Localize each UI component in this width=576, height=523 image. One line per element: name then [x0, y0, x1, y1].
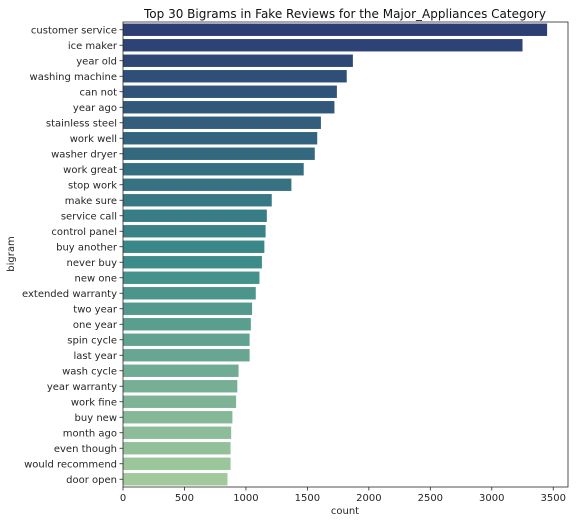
y-tick-label: stainless steel: [46, 118, 117, 129]
bar-month-ago: [123, 426, 232, 439]
y-tick-label: buy another: [56, 242, 118, 253]
y-tick-label: can not: [79, 87, 117, 98]
y-tick-label: spin cycle: [67, 335, 117, 346]
y-tick-label: month ago: [63, 428, 117, 439]
bar-new-one: [123, 271, 260, 284]
y-tick-label: year warranty: [47, 382, 117, 393]
y-tick-label: make sure: [65, 196, 117, 207]
bars: [123, 23, 548, 486]
bar-can-not: [123, 85, 337, 98]
y-tick-label: ice maker: [68, 41, 118, 52]
bar-two-year: [123, 302, 253, 315]
x-axis-ticks: 0 500 1000 1500 2000 2500 3000 3500: [120, 487, 566, 504]
bar-year-ago: [123, 101, 335, 114]
y-tick-label: new one: [75, 273, 117, 284]
y-tick-label: stop work: [68, 180, 117, 191]
bar-never-buy: [123, 256, 262, 269]
y-tick-label: two year: [73, 304, 118, 315]
bar-door-open: [123, 473, 228, 486]
bar-buy-another: [123, 240, 265, 253]
bar-ice-maker: [123, 39, 523, 52]
bar-washer-dryer: [123, 147, 315, 160]
bar-even-though: [123, 442, 231, 455]
y-tick-label: even though: [54, 444, 117, 455]
bar-stop-work: [123, 178, 292, 191]
y-tick-label: washer dryer: [51, 149, 118, 160]
bar-last-year: [123, 349, 250, 362]
y-tick-label: never buy: [67, 258, 118, 269]
bar-customer-service: [123, 23, 548, 36]
bar-one-year: [123, 318, 251, 331]
y-tick-label: control panel: [51, 227, 117, 238]
y-tick-label: washing machine: [30, 72, 117, 83]
bar-work-well: [123, 132, 318, 145]
bar-service-call: [123, 209, 267, 222]
x-tick-label: 0: [120, 493, 126, 504]
bar-washing-machine: [123, 70, 347, 83]
y-axis-ticks: customer service ice maker year old washing…: [22, 25, 123, 486]
y-tick-label: last year: [73, 351, 117, 362]
bar-year-warranty: [123, 380, 238, 393]
x-tick-label: 1000: [233, 493, 258, 504]
bar-work-great: [123, 163, 304, 176]
y-tick-label: service call: [61, 211, 117, 222]
y-tick-label: work fine: [71, 397, 117, 408]
y-tick-label: work well: [70, 134, 117, 145]
y-tick-label: work great: [63, 165, 117, 176]
y-tick-label: extended warranty: [22, 289, 117, 300]
y-tick-label: one year: [73, 320, 118, 331]
x-tick-label: 2000: [356, 493, 381, 504]
y-axis-label: bigram: [6, 236, 17, 271]
bar-extended-warranty: [123, 287, 256, 300]
bar-work-fine: [123, 395, 237, 408]
bar-stainless-steel: [123, 116, 321, 129]
x-tick-label: 2500: [418, 493, 443, 504]
bar-year-old: [123, 54, 353, 67]
plot-frame: [122, 21, 569, 488]
y-tick-label: wash cycle: [62, 366, 117, 377]
y-tick-label: year ago: [73, 103, 117, 114]
x-tick-label: 3500: [541, 493, 566, 504]
bar-spin-cycle: [123, 333, 250, 346]
chart-title: Top 30 Bigrams in Fake Reviews for the M…: [143, 7, 546, 21]
x-tick-label: 3000: [479, 493, 504, 504]
y-tick-label: would recommend: [24, 459, 117, 470]
bar-control-panel: [123, 225, 266, 238]
x-tick-label: 500: [175, 493, 194, 504]
bar-make-sure: [123, 194, 272, 207]
y-tick-label: year old: [76, 56, 117, 67]
y-tick-label: door open: [66, 475, 117, 486]
y-tick-label: customer service: [31, 25, 117, 36]
bar-would-recommend: [123, 457, 231, 470]
x-tick-label: 1500: [295, 493, 320, 504]
y-tick-label: buy new: [75, 413, 117, 424]
x-axis-label: count: [331, 506, 359, 517]
bar-wash-cycle: [123, 364, 239, 377]
bar-buy-new: [123, 411, 233, 424]
